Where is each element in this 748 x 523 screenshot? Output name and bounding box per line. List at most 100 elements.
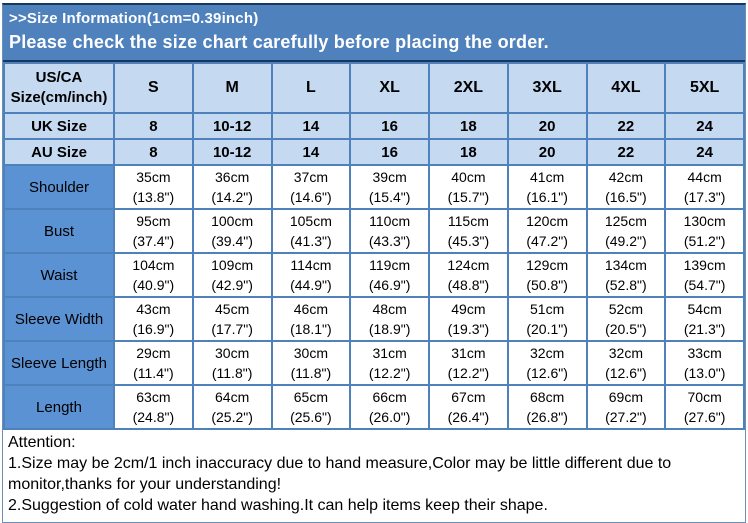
au-size-value: 10-12 (191, 138, 273, 166)
measurement-inch-value: (14.2") (211, 189, 253, 205)
attention-note-2: 2.Suggestion of cold water hand washing.… (8, 497, 548, 515)
measurement-cm-value: 29cm (136, 345, 171, 361)
measurement-value-cell: 37cm (14.6") (270, 164, 352, 210)
au-size-value: 16 (349, 138, 430, 166)
measurement-cm-value: 33cm (687, 345, 722, 361)
measurement-cm-value: 139cm (683, 257, 726, 273)
measurement-inch-value: (24.8") (132, 409, 175, 425)
measurement-inch-value: (49.2") (605, 233, 647, 249)
measurement-inch-value: (46.9") (368, 277, 411, 293)
measurement-cm-value: 66cm (372, 389, 407, 405)
measurement-cm-value: 134cm (604, 257, 647, 273)
uk-size-value: 10-12 (191, 112, 273, 140)
size-column-header: XL (349, 62, 430, 114)
measurement-inch-value: (44.9") (290, 277, 332, 293)
uk-size-value: 20 (506, 112, 588, 140)
measurement-inch-value: (12.6") (526, 365, 568, 381)
size-column-header: M (191, 62, 273, 114)
measurement-inch-value: (48.8") (447, 277, 490, 293)
measurement-inch-value: (17.3") (683, 189, 726, 205)
measurement-row: Waist 104cm (40.9") 109cm (42.9") 114cm (44.9"… (3, 252, 745, 298)
measurement-inch-value: (12.6") (605, 365, 647, 381)
banner-title: >>Size Information(1cm=0.39inch) (9, 10, 259, 27)
measurement-cm-value: 30cm (215, 345, 250, 361)
measurement-value-cell: 125cm (49.2") (585, 208, 667, 254)
measurement-cm-value: 67cm (451, 389, 486, 405)
measurement-cm-value: 69cm (608, 389, 643, 405)
measurement-cm-value: 114cm (290, 257, 332, 273)
measurement-value-cell: 109cm (42.9") (191, 252, 273, 298)
corner-header-cell: US/CA Size(cm/inch) (3, 62, 115, 114)
measurement-value-cell: 65cm (25.6") (270, 384, 352, 430)
measurement-cm-value: 36cm (215, 169, 250, 185)
au-size-value: 20 (506, 138, 588, 166)
measurement-inch-value: (52.8") (605, 277, 647, 293)
measurement-value-cell: 44cm (17.3") (664, 164, 745, 210)
measurement-cm-value: 41cm (530, 169, 565, 185)
measurement-value-cell: 66cm (26.0") (349, 384, 430, 430)
measurement-inch-value: (21.3") (683, 321, 726, 337)
uk-size-value: 8 (113, 112, 194, 140)
uk-size-value: 14 (270, 112, 352, 140)
au-size-label: AU Size (3, 138, 115, 166)
measurement-value-cell: 36cm (14.2") (191, 164, 273, 210)
measurement-value-cell: 43cm (16.9") (113, 296, 194, 342)
measurement-value-cell: 40cm (15.7") (428, 164, 509, 210)
corner-header-line2: Size(cm/inch) (10, 89, 108, 106)
attention-note-1: 1.Size may be 2cm/1 inch inaccuracy due … (8, 455, 672, 494)
measurement-value-cell: 33cm (13.0") (664, 340, 745, 386)
measurement-inch-value: (51.2") (683, 233, 726, 249)
au-size-value: 18 (428, 138, 509, 166)
measurement-value-cell: 49cm (19.3") (428, 296, 509, 342)
measurement-inch-value: (54.7") (683, 277, 726, 293)
measurement-inch-value: (41.3") (290, 233, 332, 249)
size-header-row: US/CA Size(cm/inch) S M L XL 2XL 3XL 4XL 5XL (3, 62, 745, 114)
measurement-inch-value: (12.2") (368, 365, 411, 381)
measurement-value-cell: 67cm (26.4") (428, 384, 509, 430)
measurement-inch-value: (18.9") (368, 321, 411, 337)
measurement-cm-value: 109cm (211, 257, 254, 273)
measurement-inch-value: (14.6") (290, 189, 332, 205)
measurement-label: Bust (3, 208, 115, 254)
measurement-value-cell: 139cm (54.7") (664, 252, 745, 298)
measurement-inch-value: (47.2") (526, 233, 568, 249)
measurement-value-cell: 115cm (45.3") (428, 208, 509, 254)
measurement-inch-value: (25.6") (290, 409, 332, 425)
measurement-value-cell: 32cm (12.6") (506, 340, 588, 386)
measurement-cm-value: 31cm (372, 345, 407, 361)
measurement-cm-value: 49cm (451, 301, 486, 317)
measurement-value-cell: 100cm (39.4") (191, 208, 273, 254)
measurement-cm-value: 51cm (530, 301, 565, 317)
measurement-cm-value: 37cm (293, 169, 328, 185)
measurement-cm-value: 105cm (289, 213, 332, 229)
measurement-cm-value: 52cm (608, 301, 643, 317)
measurement-value-cell: 30cm (11.8") (270, 340, 352, 386)
measurement-cm-value: 42cm (608, 169, 643, 185)
measurement-cm-value: 110cm (369, 213, 411, 229)
measurement-cm-value: 43cm (136, 301, 171, 317)
measurement-cm-value: 54cm (687, 301, 722, 317)
measurement-value-cell: 48cm (18.9") (349, 296, 430, 342)
measurement-cm-value: 70cm (687, 389, 722, 405)
measurement-row: Shoulder 35cm (13.8") 36cm (14.2") 37cm (14.6"… (3, 164, 745, 210)
measurement-cm-value: 32cm (530, 345, 565, 361)
measurement-value-cell: 35cm (13.8") (113, 164, 194, 210)
measurement-label: Sleeve Width (3, 296, 115, 342)
measurement-inch-value: (13.0") (683, 365, 726, 381)
measurement-inch-value: (37.4") (132, 233, 175, 249)
measurement-inch-value: (18.1") (290, 321, 332, 337)
au-size-value: 8 (113, 138, 194, 166)
au-size-value: 14 (270, 138, 352, 166)
attention-section: Attention: 1.Size may be 2cm/1 inch inac… (3, 430, 745, 523)
measurement-cm-value: 44cm (687, 169, 722, 185)
measurement-cm-value: 124cm (447, 257, 490, 273)
measurement-value-cell: 52cm (20.5") (585, 296, 667, 342)
measurement-value-cell: 45cm (17.7") (191, 296, 273, 342)
measurement-inch-value: (40.9") (132, 277, 175, 293)
measurement-value-cell: 95cm (37.4") (113, 208, 194, 254)
measurement-value-cell: 124cm (48.8") (428, 252, 509, 298)
measurement-inch-value: (20.5") (605, 321, 647, 337)
measurement-value-cell: 120cm (47.2") (506, 208, 588, 254)
measurement-value-cell: 31cm (12.2") (349, 340, 430, 386)
size-chart-panel: >>Size Information(1cm=0.39inch) Please … (2, 3, 746, 523)
